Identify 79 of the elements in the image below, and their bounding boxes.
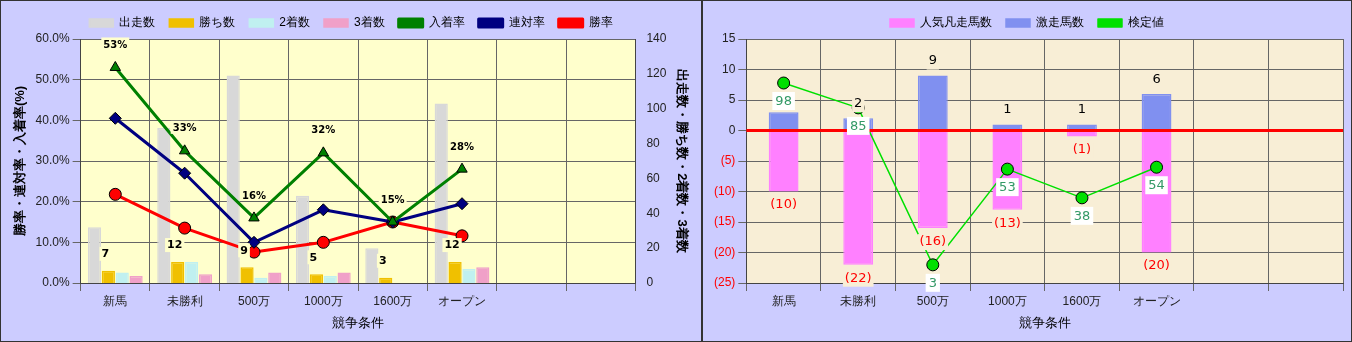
y2-tick-label: 60	[646, 170, 661, 185]
y2-tick-label: 120	[646, 66, 667, 81]
data-label: 53%	[103, 39, 128, 51]
x-tick-label: 未勝利	[166, 293, 203, 308]
y-tick-label: (20)	[714, 244, 736, 259]
data-label: 12	[167, 238, 183, 252]
data-label: 38	[1073, 207, 1091, 223]
x-axis-title: 競争条件	[332, 314, 384, 330]
y2-tick-label: 0	[646, 275, 654, 290]
legend-label: 入着率	[428, 15, 465, 30]
x-tick-label: 1000万	[303, 293, 343, 308]
y-tick-label: (15)	[714, 214, 736, 229]
legend-label: 勝率	[588, 15, 613, 30]
x-tick-label: 新馬	[771, 293, 796, 308]
data-label: 53	[999, 179, 1016, 195]
y-tick-label: 50.0%	[35, 71, 70, 86]
data-label: 3	[378, 254, 387, 268]
data-label: 7	[101, 247, 110, 261]
x-tick-label: 1600万	[373, 293, 413, 308]
y2-tick-label: 140	[646, 31, 667, 46]
y2-axis-title: 出走数・勝ち数・2着数・3着数	[674, 69, 690, 254]
x-tick-label: 500万	[916, 293, 949, 308]
x-axis-title: 競争条件	[1018, 314, 1071, 330]
y-tick-label: 60.0%	[35, 31, 70, 46]
data-label: 9	[928, 52, 937, 68]
x-tick-label: 500万	[237, 293, 270, 308]
legend-label: 3着数	[354, 15, 385, 30]
data-label: 85	[849, 117, 867, 133]
y2-tick-label: 100	[646, 101, 667, 116]
x-tick-label: オープン	[1132, 293, 1181, 308]
legend-label: 激走馬数	[1036, 15, 1084, 30]
y2-tick-label: 80	[646, 135, 661, 150]
y-tick-label: 10	[721, 61, 736, 76]
legend-label: 勝ち数	[199, 15, 236, 30]
data-label: 3	[928, 274, 937, 290]
data-label: 28%	[450, 140, 474, 152]
data-label: 32%	[311, 124, 336, 136]
y-tick-label: 40.0%	[35, 112, 70, 127]
data-label: (20)	[1143, 257, 1170, 273]
data-label: 16%	[242, 189, 266, 201]
legend-label: 出走数	[119, 15, 156, 30]
data-label: 6	[1152, 70, 1161, 86]
y2-tick-label: 20	[646, 240, 661, 255]
y-tick-label: 30.0%	[35, 153, 70, 168]
y-tick-label: (5)	[720, 153, 736, 168]
data-label: 1	[1003, 101, 1012, 117]
data-label: (22)	[844, 269, 872, 285]
legend-label: 連対率	[508, 15, 545, 30]
legend-label: 人気凡走馬数	[920, 15, 992, 30]
data-label: 5	[309, 250, 318, 264]
y-tick-label: (10)	[714, 183, 736, 198]
legend-label: 検定値	[1128, 15, 1164, 30]
data-label: 98	[775, 92, 792, 108]
y-tick-label: 15	[721, 31, 736, 46]
data-label: (13)	[994, 214, 1021, 230]
data-label: 9	[240, 243, 248, 257]
data-label: (1)	[1072, 141, 1092, 157]
y-tick-label: 10.0%	[35, 234, 70, 249]
data-label: 15%	[380, 193, 405, 205]
data-label: 2	[854, 95, 863, 111]
y-tick-label: (25)	[714, 275, 736, 290]
data-label: 33%	[172, 122, 197, 134]
x-tick-label: 1000万	[988, 293, 1027, 308]
y2-tick-label: 40	[646, 205, 661, 220]
y-tick-label: 0	[728, 122, 736, 137]
x-tick-label: 未勝利	[840, 293, 877, 308]
x-tick-label: 1600万	[1062, 293, 1102, 308]
y-tick-label: 5	[728, 92, 736, 107]
data-label: 12	[444, 238, 460, 252]
x-tick-label: オープン	[438, 293, 487, 308]
data-label: (10)	[770, 196, 797, 212]
legend-label: 2着数	[279, 15, 311, 30]
y-tick-label: 0.0%	[42, 275, 70, 290]
x-tick-label: 新馬	[103, 293, 128, 308]
data-label: 54	[1148, 177, 1165, 193]
data-label: 1	[1077, 101, 1087, 117]
y-tick-label: 20.0%	[35, 193, 70, 208]
y-axis-title: 勝率・連対率・入着率(%)	[12, 85, 28, 238]
data-label: (16)	[919, 232, 947, 248]
